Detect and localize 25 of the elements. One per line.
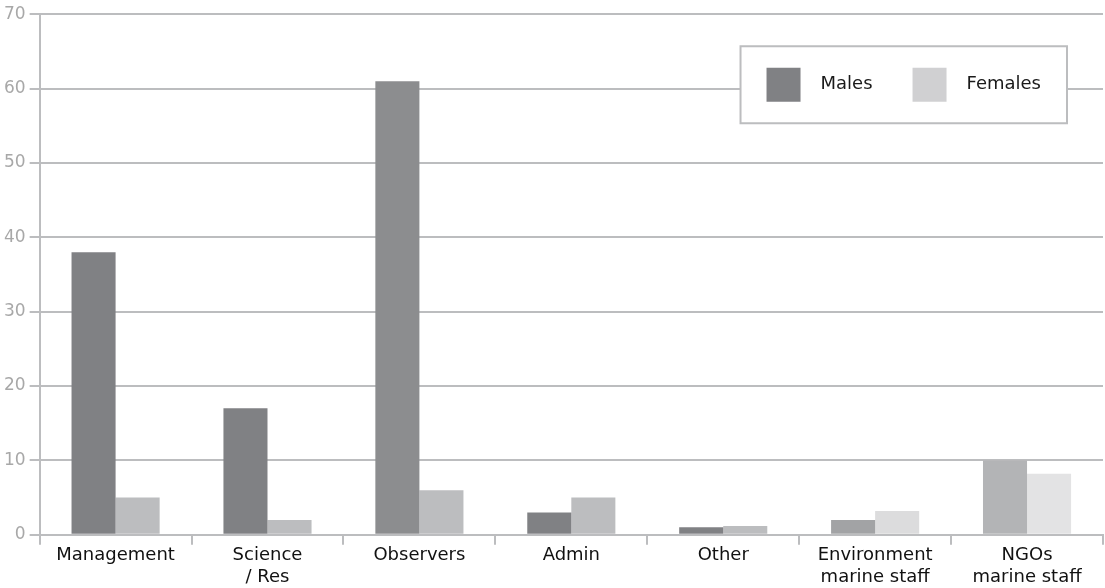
y-tick-label: 10 xyxy=(3,448,26,469)
bar xyxy=(875,511,920,534)
y-tick-label: 0 xyxy=(14,523,26,544)
legend-label: Females xyxy=(966,72,1042,94)
legend-label: Males xyxy=(820,72,873,94)
x-tick-label: Admin xyxy=(542,543,600,565)
x-tick-label: Science / Res xyxy=(232,543,303,586)
bar xyxy=(375,81,420,534)
y-tick-label: 20 xyxy=(3,374,26,395)
y-tick-label: 60 xyxy=(3,76,26,97)
bar xyxy=(679,527,724,534)
bar xyxy=(1027,473,1072,534)
y-tick-label: 50 xyxy=(3,151,26,172)
x-tick-label: Other xyxy=(697,543,750,565)
y-tick-label: 30 xyxy=(3,300,26,321)
y-tick-label: 70 xyxy=(3,2,26,23)
x-tick-label: Observers xyxy=(373,543,466,565)
y-tick-label: 40 xyxy=(3,225,26,246)
bar xyxy=(831,519,876,534)
x-tick-label: Management xyxy=(56,543,175,565)
x-tick-label: Environment marine staff xyxy=(817,543,933,586)
bar xyxy=(223,408,268,534)
x-tick-label: NGOs marine staff xyxy=(972,543,1083,586)
bar xyxy=(71,252,116,534)
bar xyxy=(527,512,572,534)
